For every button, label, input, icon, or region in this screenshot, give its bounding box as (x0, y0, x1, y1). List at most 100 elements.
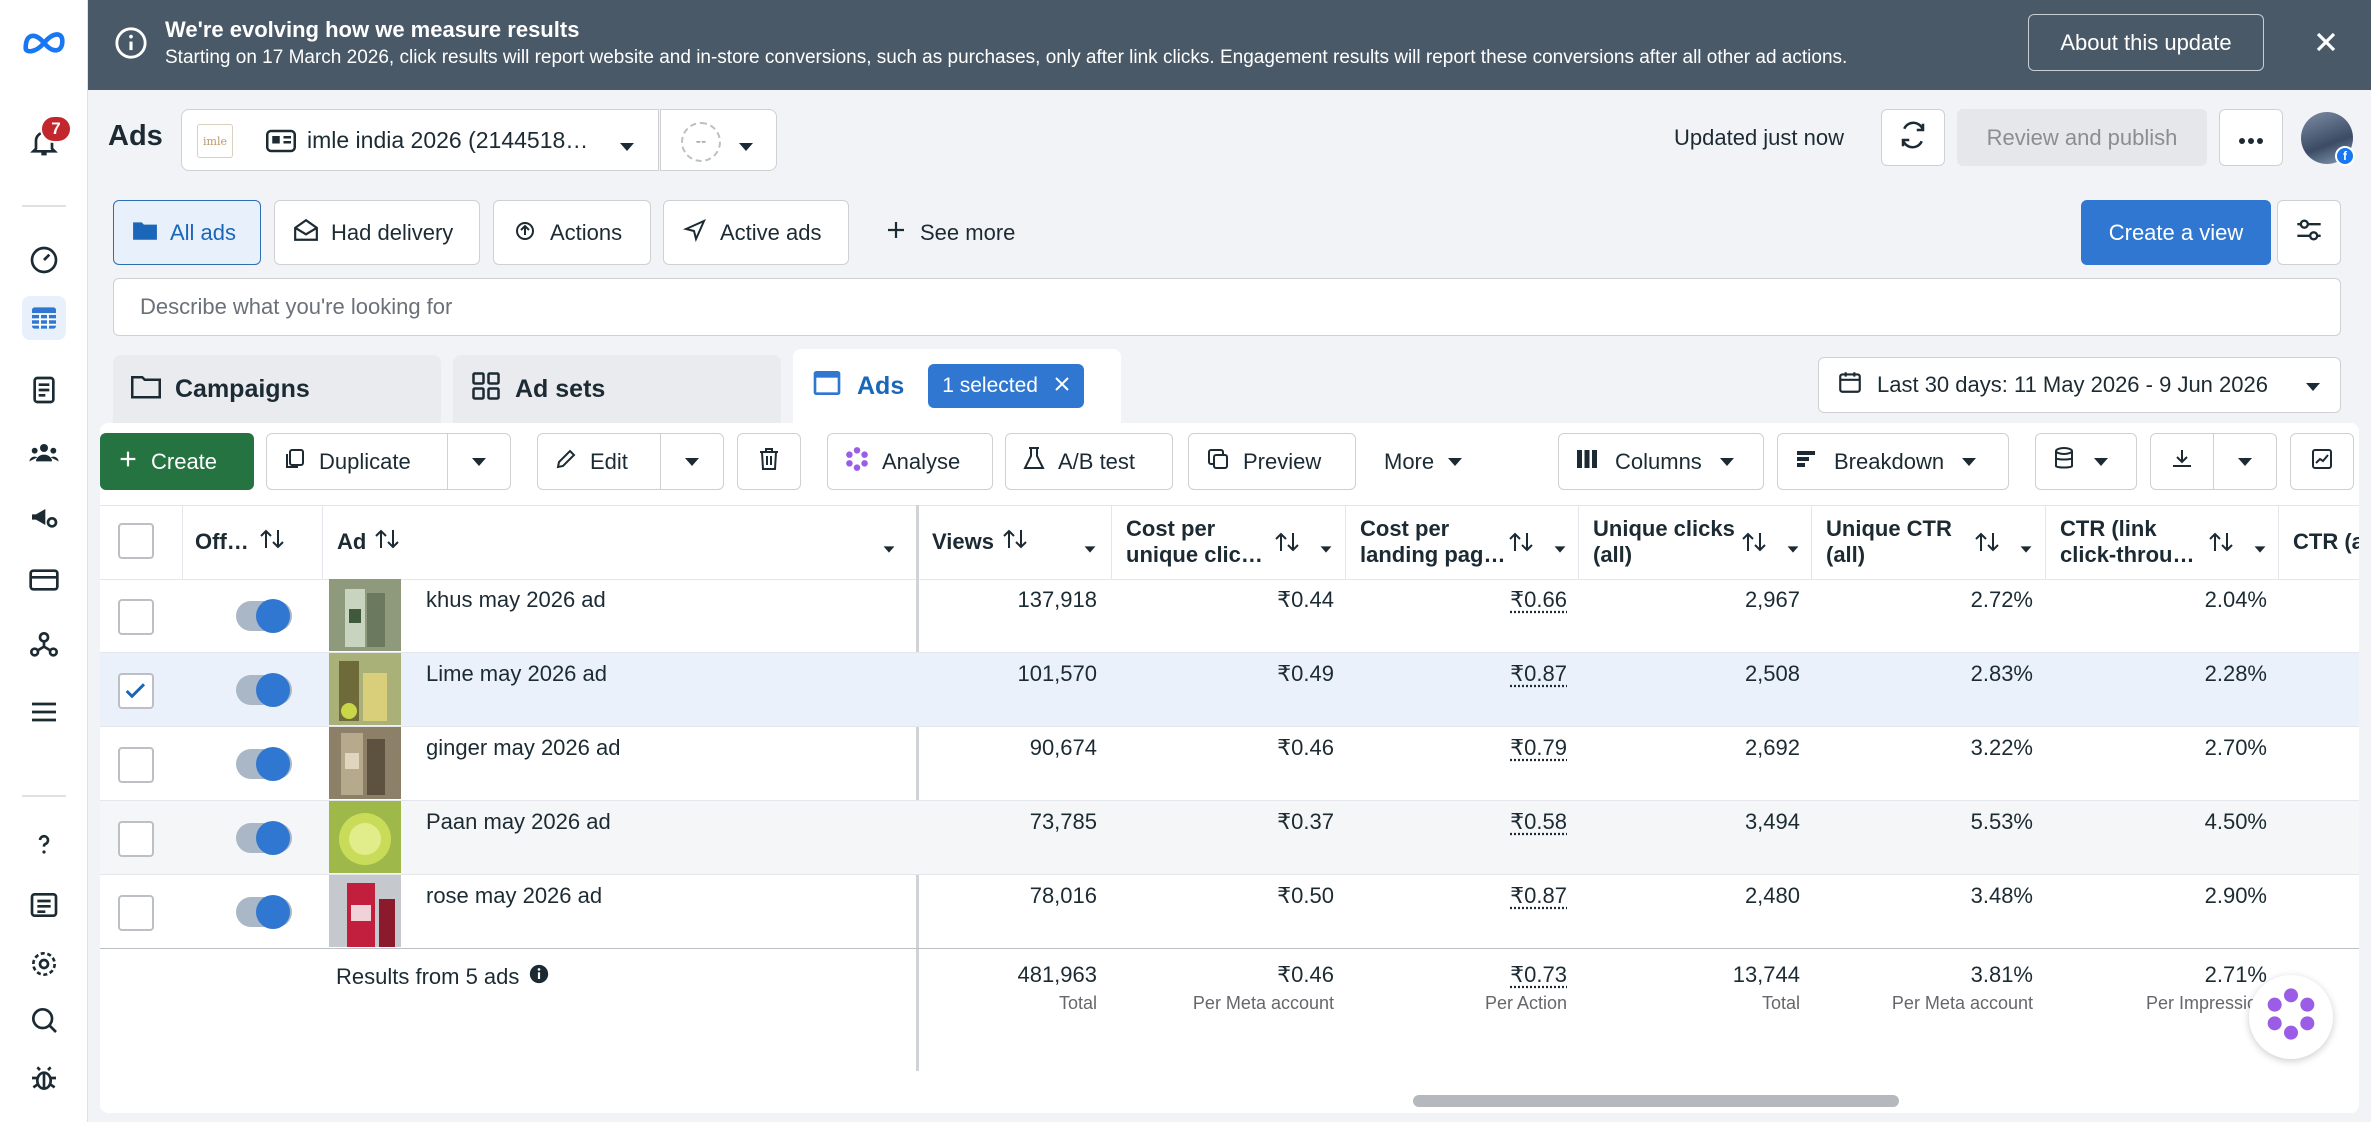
ad-status-toggle[interactable] (236, 747, 292, 781)
tab-ad-sets[interactable]: Ad sets (453, 355, 781, 423)
duplicate-button[interactable]: Duplicate (266, 433, 448, 490)
all-tools-menu-icon[interactable] (22, 690, 66, 734)
table-row[interactable]: khus may 2026 ad 137,918 ₹0.44 ₹0.66 2,9… (100, 579, 2359, 652)
edit-button[interactable]: Edit (537, 433, 661, 490)
meta-logo-icon[interactable] (22, 20, 66, 64)
chevron-down-icon (1319, 535, 1333, 561)
header-label-line1: CTR (link (2060, 516, 2157, 541)
ad-status-toggle[interactable] (236, 821, 292, 855)
filter-had-delivery[interactable]: Had delivery (274, 200, 480, 265)
table-row[interactable]: ginger may 2026 ad 90,674 ₹0.46 ₹0.79 2,… (100, 727, 2359, 800)
column-header-ctr-all[interactable]: CTR (al (2278, 505, 2359, 579)
overview-gauge-icon[interactable] (22, 238, 66, 282)
create-button[interactable]: Create (100, 433, 254, 490)
export-dropdown[interactable] (2213, 433, 2277, 490)
more-options-button[interactable] (2219, 109, 2283, 166)
ad-name[interactable]: rose may 2026 ad (426, 883, 603, 908)
column-header-ad[interactable]: Ad (322, 505, 914, 579)
reports-dropdown[interactable] (2035, 433, 2137, 490)
preview-button[interactable]: Preview (1188, 433, 1356, 490)
table-row[interactable]: Lime may 2026 ad 101,570 ₹0.49 ₹0.87 2,5… (100, 653, 2359, 726)
view-settings-button[interactable] (2277, 200, 2341, 265)
cost-per-landing-page-value: ₹0.58 (1510, 809, 1567, 834)
select-all-checkbox[interactable] (118, 523, 154, 559)
ab-test-button[interactable]: A/B test (1005, 433, 1173, 490)
row-checkbox[interactable] (118, 821, 154, 857)
ad-name[interactable]: Lime may 2026 ad (426, 661, 607, 686)
plus-icon (117, 448, 139, 476)
delete-button[interactable] (737, 433, 801, 490)
ad-status-toggle[interactable] (236, 673, 292, 707)
ad-status-toggle[interactable] (236, 599, 292, 633)
horizontal-scrollbar[interactable] (1413, 1095, 1899, 1107)
charts-button[interactable] (2290, 433, 2354, 490)
row-checkbox[interactable] (118, 895, 154, 931)
tab-campaigns[interactable]: Campaigns (113, 355, 441, 423)
sliders-icon (2295, 218, 2323, 248)
export-button[interactable] (2150, 433, 2214, 490)
settings-gear-icon[interactable] (22, 942, 66, 986)
profile-avatar[interactable]: f (2301, 112, 2355, 166)
help-question-icon[interactable] (22, 822, 66, 866)
clear-selection-icon[interactable] (1054, 374, 1070, 398)
views-value: 101,570 (1017, 661, 1097, 686)
row-checkbox[interactable] (118, 747, 154, 783)
ad-name[interactable]: khus may 2026 ad (426, 587, 606, 612)
pages-document-icon[interactable] (22, 368, 66, 412)
row-checkbox[interactable] (118, 599, 154, 635)
selected-count-badge[interactable]: 1 selected (928, 364, 1084, 408)
ad-account-selector[interactable]: imle imle india 2026 (2144518… (181, 109, 659, 171)
column-header-views[interactable]: Views (922, 505, 1107, 579)
ad-name[interactable]: ginger may 2026 ad (426, 735, 621, 760)
column-header-off-on[interactable]: Off… (182, 505, 322, 579)
ctr-link-note: Per Impression (2145, 993, 2267, 1013)
edit-dropdown[interactable] (660, 433, 724, 490)
refresh-button[interactable] (1881, 109, 1945, 166)
column-header-cost-per-unique-click[interactable]: Cost per unique clic… (1111, 505, 1343, 579)
chevron-down-icon (2236, 449, 2254, 475)
ads-manager-table-icon[interactable] (22, 296, 66, 340)
columns-dropdown[interactable]: Columns (1558, 433, 1764, 490)
info-icon[interactable] (529, 964, 549, 990)
column-header-ctr-link[interactable]: CTR (link click-throu… (2045, 505, 2277, 579)
preview-label: Preview (1243, 448, 1322, 474)
ctr-link-value: 2.04% (2204, 587, 2267, 612)
column-header-cost-per-landing-page[interactable]: Cost per landing pag… (1345, 505, 1577, 579)
close-icon[interactable] (2310, 26, 2342, 64)
date-range-picker[interactable]: Last 30 days: 11 May 2026 - 9 Jun 2026 (1818, 357, 2341, 413)
ai-search-input[interactable]: Describe what you're looking for (113, 278, 2341, 336)
secondary-selector[interactable]: -- (660, 109, 777, 171)
row-checkbox[interactable] (118, 673, 154, 709)
search-icon[interactable] (22, 998, 66, 1042)
ad-status-toggle[interactable] (236, 895, 292, 929)
account-label: imle india 2026 (2144518… (307, 127, 589, 153)
about-update-button[interactable]: About this update (2028, 14, 2264, 71)
filter-all-ads[interactable]: All ads (113, 200, 261, 265)
more-menu[interactable]: More (1368, 433, 1498, 490)
table-row[interactable]: rose may 2026 ad 78,016 ₹0.50 ₹0.87 2,48… (100, 875, 2359, 948)
analyse-button[interactable]: Analyse (827, 433, 993, 490)
breakdown-dropdown[interactable]: Breakdown (1777, 433, 2009, 490)
news-feed-icon[interactable] (22, 883, 66, 927)
ai-assistant-button[interactable] (2249, 975, 2333, 1059)
column-header-unique-clicks[interactable]: Unique clicks (all) (1578, 505, 1810, 579)
column-header-unique-ctr[interactable]: Unique CTR (all) (1811, 505, 2043, 579)
campaign-megaphone-icon[interactable] (22, 495, 66, 539)
ad-thumbnail (329, 801, 401, 873)
filter-active-ads[interactable]: Active ads (663, 200, 849, 265)
table-row[interactable]: Paan may 2026 ad 73,785 ₹0.37 ₹0.58 3,49… (100, 801, 2359, 874)
header-label-line1: Cost per (1360, 516, 1450, 541)
tab-label: Ad sets (515, 374, 606, 403)
see-more-button[interactable]: See more (866, 200, 1066, 265)
duplicate-dropdown[interactable] (447, 433, 511, 490)
create-view-button[interactable]: Create a view (2081, 200, 2271, 265)
tab-ads[interactable]: Ads 1 selected (793, 349, 1121, 423)
chevron-down-icon (1786, 535, 1800, 561)
filter-actions[interactable]: Actions (493, 200, 651, 265)
ad-name[interactable]: Paan may 2026 ad (426, 809, 611, 834)
review-and-publish-button[interactable]: Review and publish (1957, 109, 2207, 166)
billing-card-icon[interactable] (22, 558, 66, 602)
audiences-people-icon[interactable] (22, 430, 66, 474)
bug-report-icon[interactable] (22, 1056, 66, 1100)
business-network-icon[interactable] (22, 622, 66, 666)
